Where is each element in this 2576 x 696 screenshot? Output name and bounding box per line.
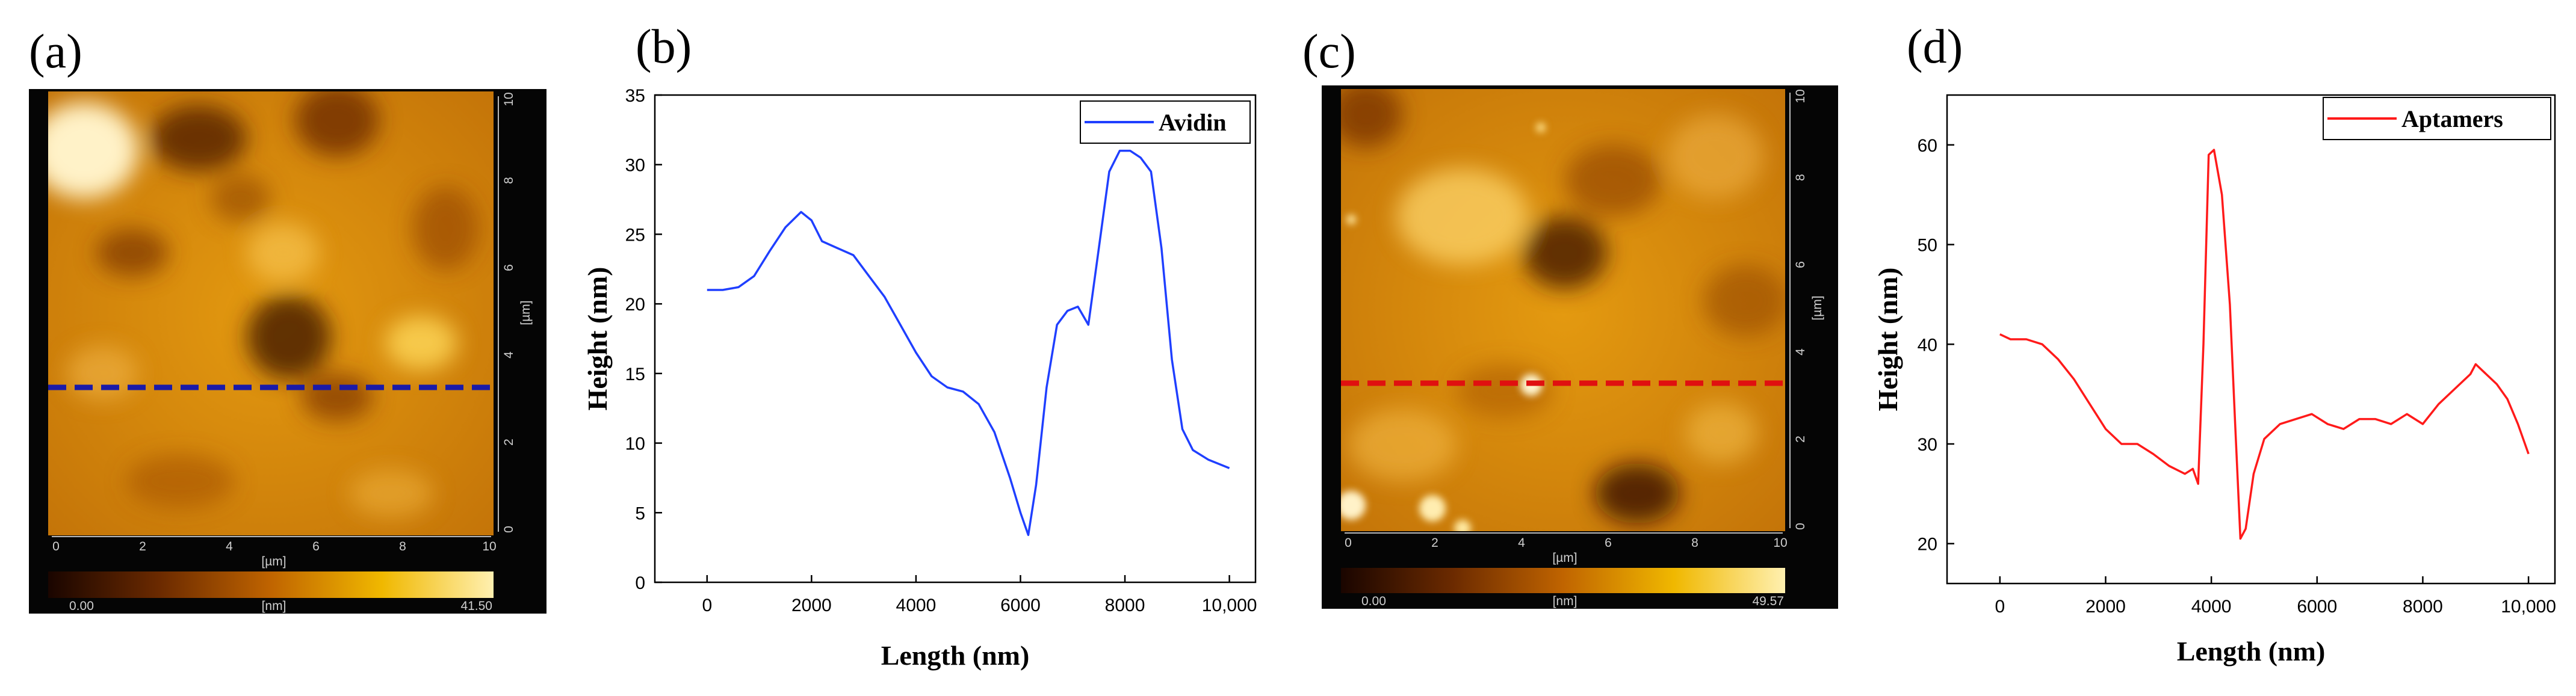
series-line-avidin [707,149,1230,537]
afm-c-ytick: 10 [1794,89,1807,103]
chart-avidin: 0 2000 4000 6000 8000 10,000 0 5 10 15 20 25 30 35 Av… [582,86,1257,671]
afm-a-ytick: 4 [502,351,516,359]
afm-c-xtick: 6 [1605,536,1612,550]
afm-a-ytick: 8 [502,177,516,184]
y-tick-label: 20 [1918,535,1937,555]
afm-c-scale-max: 49.57 [1752,594,1784,608]
afm-c-colorbar [1341,568,1785,593]
afm-a-scale-min: 0.00 [69,599,94,613]
afm-c-ytick: 6 [1794,261,1807,268]
panel-label-a: (a) [29,25,82,78]
y-tick-label: 40 [1918,335,1937,355]
y-tick-label: 25 [625,225,645,245]
y-tick-label: 30 [625,156,645,176]
y-axis-label-d: Height (nm) [1872,268,1903,411]
afm-a-xtick: 10 [482,540,496,553]
afm-c-xtick: 4 [1518,536,1525,550]
afm-c-xtick: 8 [1691,536,1698,550]
afm-c-ytick: 4 [1794,348,1807,356]
legend-label-avidin: Avidin [1159,109,1227,136]
x-tick-label: 0 [702,596,712,615]
afm-image-a: 0 2 4 6 8 10 [µm] 0 2 4 6 8 10 [µm] 0.00… [29,89,546,614]
afm-c-xtick: 10 [1773,536,1787,550]
afm-a-xtick: 4 [226,540,233,553]
x-tick-label: 0 [1995,597,2005,617]
y-axis-label-b: Height (nm) [582,267,613,411]
y-tick-label: 5 [635,504,645,523]
afm-a-xunit: [µm] [261,555,286,568]
afm-c-xtick: 0 [1345,536,1352,550]
afm-a-ytick: 10 [502,92,516,106]
legend-label-aptamers: Aptamers [2401,105,2503,132]
y-tick-label: 0 [635,573,645,593]
y-tick-label: 60 [1918,136,1937,156]
series-line-aptamers [1999,149,2530,540]
afm-image-c: 0 2 4 6 8 10 [µm] 0 2 4 6 8 10 [µm] 0.00… [1322,85,1838,609]
x-axis-label-b: Length (nm) [881,640,1030,671]
afm-c-xunit: [µm] [1552,551,1577,565]
afm-c-ytick: 2 [1794,436,1807,443]
afm-topography-c [1341,89,1785,531]
afm-c-xtick: 2 [1431,536,1438,550]
x-tick-label: 8000 [1105,596,1145,615]
afm-a-ytick: 2 [502,439,516,446]
afm-c-scale-min: 0.00 [1361,594,1386,608]
chart-aptamers: 0 2000 4000 6000 8000 10,000 20 30 40 50 60 Aptame… [1872,94,2556,667]
afm-topography-a [48,91,494,535]
afm-a-scale-max: 41.50 [460,599,492,613]
x-tick-label: 2000 [791,596,832,615]
afm-a-yunit: [µm] [519,300,533,325]
x-tick-label: 2000 [2085,597,2126,617]
afm-a-xtick: 0 [52,540,60,553]
y-tick-label: 20 [625,295,645,315]
afm-a-ytick: 6 [502,264,516,271]
afm-c-ytick: 8 [1794,174,1807,181]
panel-label-c: (c) [1302,25,1356,78]
x-tick-label: 4000 [2191,597,2232,617]
legend-b: Avidin [1080,100,1251,144]
y-tick-label: 10 [625,434,645,454]
afm-a-colorbar [48,571,494,598]
afm-a-xtick: 6 [312,540,320,553]
plot-frame-b [654,94,1257,584]
y-tick-label: 15 [625,365,645,384]
afm-a-scale-unit: [nm] [262,599,286,613]
x-tick-label: 6000 [2297,597,2337,617]
y-tick-label: 30 [1918,435,1937,455]
y-tick-label: 35 [625,86,645,106]
afm-a-xtick: 8 [399,540,406,553]
panel-label-d: (d) [1907,20,1963,73]
panel-label-b: (b) [636,20,692,73]
afm-a-ytick: 0 [502,526,516,533]
afm-a-xtick: 2 [139,540,146,553]
x-tick-label: 10,000 [1202,596,1257,615]
afm-c-ytick: 0 [1794,523,1807,530]
x-tick-label: 8000 [2403,597,2443,617]
legend-d: Aptamers [2323,97,2551,140]
x-axis-label-d: Length (nm) [2177,636,2326,667]
afm-c-yunit: [µm] [1810,295,1824,320]
plot-frame-d [1946,94,2556,585]
afm-c-scale-unit: [nm] [1553,594,1577,608]
y-tick-label: 50 [1918,236,1937,256]
x-tick-label: 4000 [896,596,937,615]
x-tick-label: 6000 [1000,596,1041,615]
x-tick-label: 10,000 [2501,597,2556,617]
